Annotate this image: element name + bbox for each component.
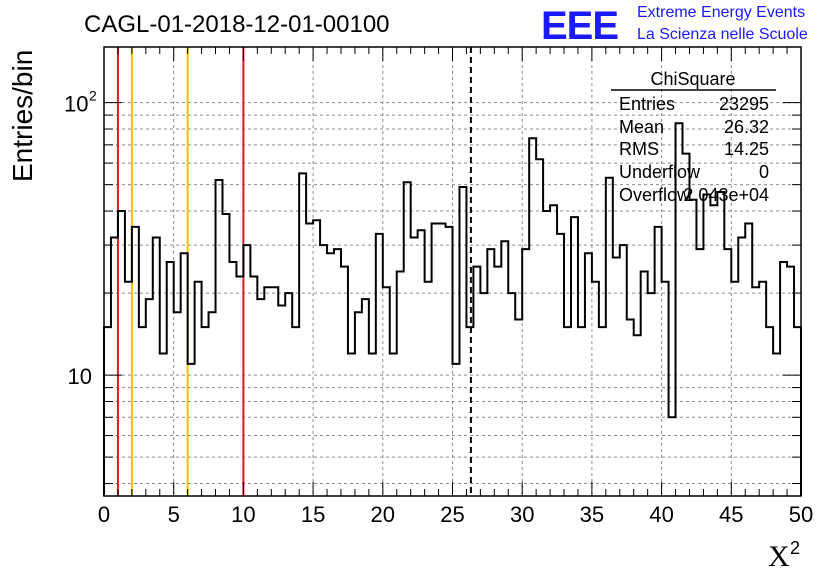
stats-box: ChiSquare Entries 23295 Mean 26.32 RMS 1… [611,69,776,205]
axes [103,46,802,497]
x-tick-label: 5 [168,502,180,527]
x-tick-label: 10 [231,502,255,527]
stats-value-overflow: 2.043e+04 [683,185,769,205]
y-tick-label: 10 [68,364,92,389]
x-tick-label: 50 [789,502,813,527]
stats-label-rms: RMS [619,139,659,159]
x-tick-label: 45 [719,502,743,527]
x-tick-label: 30 [510,502,534,527]
stats-value-underflow: 0 [759,162,769,182]
x-axis-label: X 2 [768,538,800,572]
x-axis-label-main: X [768,540,790,572]
logo-mark: EEE [541,4,618,48]
stats-label-entries: Entries [619,94,675,114]
logo-line2: La Scienza nelle Scuole [637,26,808,43]
x-tick-label: 25 [440,502,464,527]
x-tick-label: 0 [98,502,110,527]
x-tick-label: 20 [371,502,395,527]
stats-value-entries: 23295 [719,94,769,114]
x-tick-label: 15 [301,502,325,527]
y-axis-label: Entries/bin [7,50,38,182]
stats-box-title: ChiSquare [650,69,735,89]
eee-logo: EEE Extreme Energy Events La Scienza nel… [541,4,808,48]
histogram-bins [103,122,802,496]
stats-value-mean: 26.32 [724,117,769,137]
y-tick-label-exponent: 2 [89,88,97,104]
stats-value-rms: 14.25 [724,139,769,159]
stats-label-mean: Mean [619,117,664,137]
histogram-outline [103,122,802,496]
x-tick-label: 35 [580,502,604,527]
x-axis-label-superscript: 2 [790,538,800,558]
stats-label-underflow: Underflow [619,162,701,182]
chart-title: CAGL-01-2018-12-01-00100 [84,11,390,38]
x-tick-label: 40 [649,502,673,527]
logo-line1: Extreme Energy Events [637,4,805,21]
y-tick-label: 10 [64,92,88,117]
stats-label-overflow: Overflow [619,185,691,205]
